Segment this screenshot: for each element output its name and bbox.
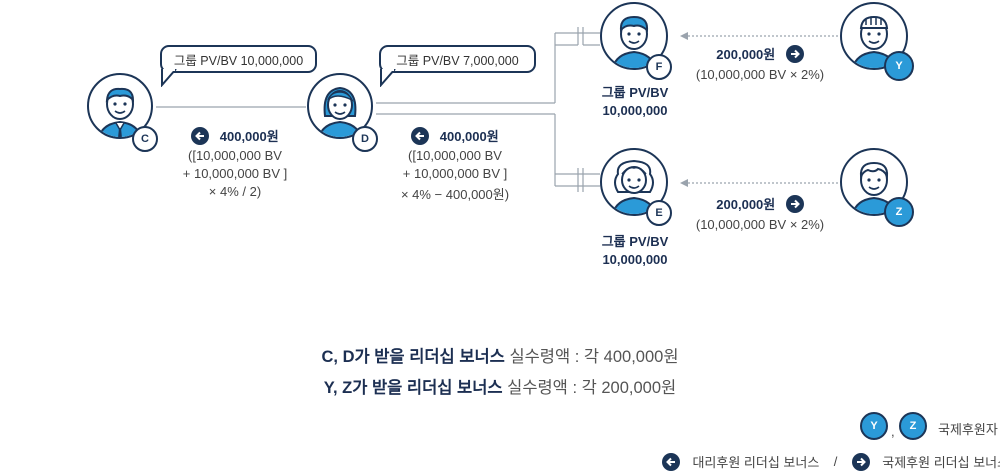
- left-arrow-icon: [411, 126, 430, 145]
- left-arrow-icon: [191, 126, 210, 145]
- z-bonus-amount: 200,000원: [716, 197, 776, 212]
- man-avatar-icon: [87, 73, 153, 139]
- right-arrow-icon: [851, 452, 870, 471]
- badge-z-label: Z: [895, 206, 903, 218]
- summary-2-bold: Y, Z가 받을 리더십 보너스: [323, 379, 503, 397]
- man-avatar-icon: [600, 2, 668, 70]
- d-bonus-formula-2: + 10,000,000 BV ]: [402, 166, 508, 181]
- avatar-f: F: [600, 0, 672, 80]
- y-bonus-block: 200,000원 (10,000,000 BV × 2%): [685, 44, 835, 82]
- legend-comma: ,: [891, 424, 895, 439]
- d-bonus-formula-3: × 4% − 400,000원): [400, 187, 510, 202]
- badge-e-label: E: [655, 207, 663, 219]
- legend-bonus-row: 대리후원 리더십 보너스 / 국제후원 리더십 보너스: [662, 452, 1000, 472]
- avatar-y: Y: [838, 0, 918, 81]
- d-bonus-block: 400,000원 ([10,000,000 BV + 10,000,000 BV…: [375, 126, 535, 203]
- badge-z: Z: [884, 197, 914, 227]
- c-bonus-block: 400,000원 ([10,000,000 BV + 10,000,000 BV…: [160, 126, 310, 199]
- legend-badge-z-label: Z: [909, 420, 917, 432]
- badge-f-label: F: [655, 61, 663, 73]
- summary-line-2: Y, Z가 받을 리더십 보너스 실수령액 : 각 200,000원: [0, 374, 1000, 398]
- c-bonus-formula-2: + 10,000,000 BV ]: [182, 166, 288, 181]
- z-bonus-formula: (10,000,000 BV × 2%): [695, 217, 825, 232]
- avatar-e: E: [600, 146, 672, 226]
- avatar-z: Z: [838, 146, 918, 227]
- badge-y: Y: [884, 51, 914, 81]
- connector-lines: [156, 27, 838, 192]
- f-group-line2: 10,000,000: [602, 103, 668, 118]
- badge-c: C: [132, 126, 158, 152]
- bubble-d-tail: [380, 69, 396, 87]
- legend-international-bonus: 국제후원 리더십 보너스: [882, 455, 1000, 470]
- summary-2-rest: 실수령액 : 각 200,000원: [502, 379, 677, 397]
- legend-separator: /: [833, 454, 838, 469]
- badge-c-label: C: [141, 133, 149, 145]
- c-bonus-formula-1: ([10,000,000 BV: [188, 148, 282, 163]
- bubble-c-group: 그룹 PV/BV 10,000,000: [160, 45, 317, 73]
- e-group-label: 그룹 PV/BV 10,000,000: [585, 231, 685, 267]
- e-group-line2: 10,000,000: [602, 252, 668, 267]
- bubble-d-group: 그룹 PV/BV 7,000,000: [379, 45, 536, 73]
- right-arrow-icon: [785, 44, 804, 63]
- legend-badge-y-label: Y: [870, 420, 878, 432]
- right-arrow-icon: [785, 194, 804, 213]
- d-bonus-formula-1: ([10,000,000 BV: [408, 148, 502, 163]
- legend-international-sponsor: 국제후원자: [938, 422, 998, 437]
- avatar-c: C: [86, 72, 158, 152]
- f-group-label: 그룹 PV/BV 10,000,000: [585, 82, 685, 118]
- y-bonus-amount: 200,000원: [716, 47, 776, 62]
- e-group-line1: 그룹 PV/BV: [601, 234, 669, 249]
- bubble-c-group-text: 그룹 PV/BV 10,000,000: [173, 53, 304, 68]
- badge-f: F: [646, 54, 672, 80]
- y-bonus-formula: (10,000,000 BV × 2%): [695, 67, 825, 82]
- woman-avatar-icon: [307, 73, 373, 139]
- left-arrow-icon: [662, 452, 680, 471]
- badge-d-label: D: [361, 133, 369, 145]
- bubble-d-group-text: 그룹 PV/BV 7,000,000: [396, 53, 519, 68]
- summary-1-rest: 실수령액 : 각 400,000원: [504, 348, 679, 366]
- c-bonus-formula-3: × 4% / 2): [208, 184, 262, 199]
- avatar-d: D: [306, 72, 378, 152]
- bubble-c-tail: [161, 69, 177, 87]
- f-group-line1: 그룹 PV/BV: [601, 85, 669, 100]
- c-bonus-amount: 400,000원: [219, 129, 279, 144]
- summary-line-1: C, D가 받을 리더십 보너스 실수령액 : 각 400,000원: [0, 343, 1000, 367]
- woman-avatar-icon: [600, 148, 668, 216]
- badge-e: E: [646, 200, 672, 226]
- legend-proxy-bonus: 대리후원 리더십 보너스: [692, 455, 820, 470]
- badge-y-label: Y: [895, 60, 903, 72]
- summary-1-bold: C, D가 받을 리더십 보너스: [321, 348, 505, 366]
- badge-d: D: [352, 126, 378, 152]
- legend-badge-y: Y: [860, 412, 888, 440]
- d-bonus-amount: 400,000원: [439, 129, 499, 144]
- legend-badge-z: Z: [899, 412, 927, 440]
- z-bonus-block: 200,000원 (10,000,000 BV × 2%): [685, 194, 835, 232]
